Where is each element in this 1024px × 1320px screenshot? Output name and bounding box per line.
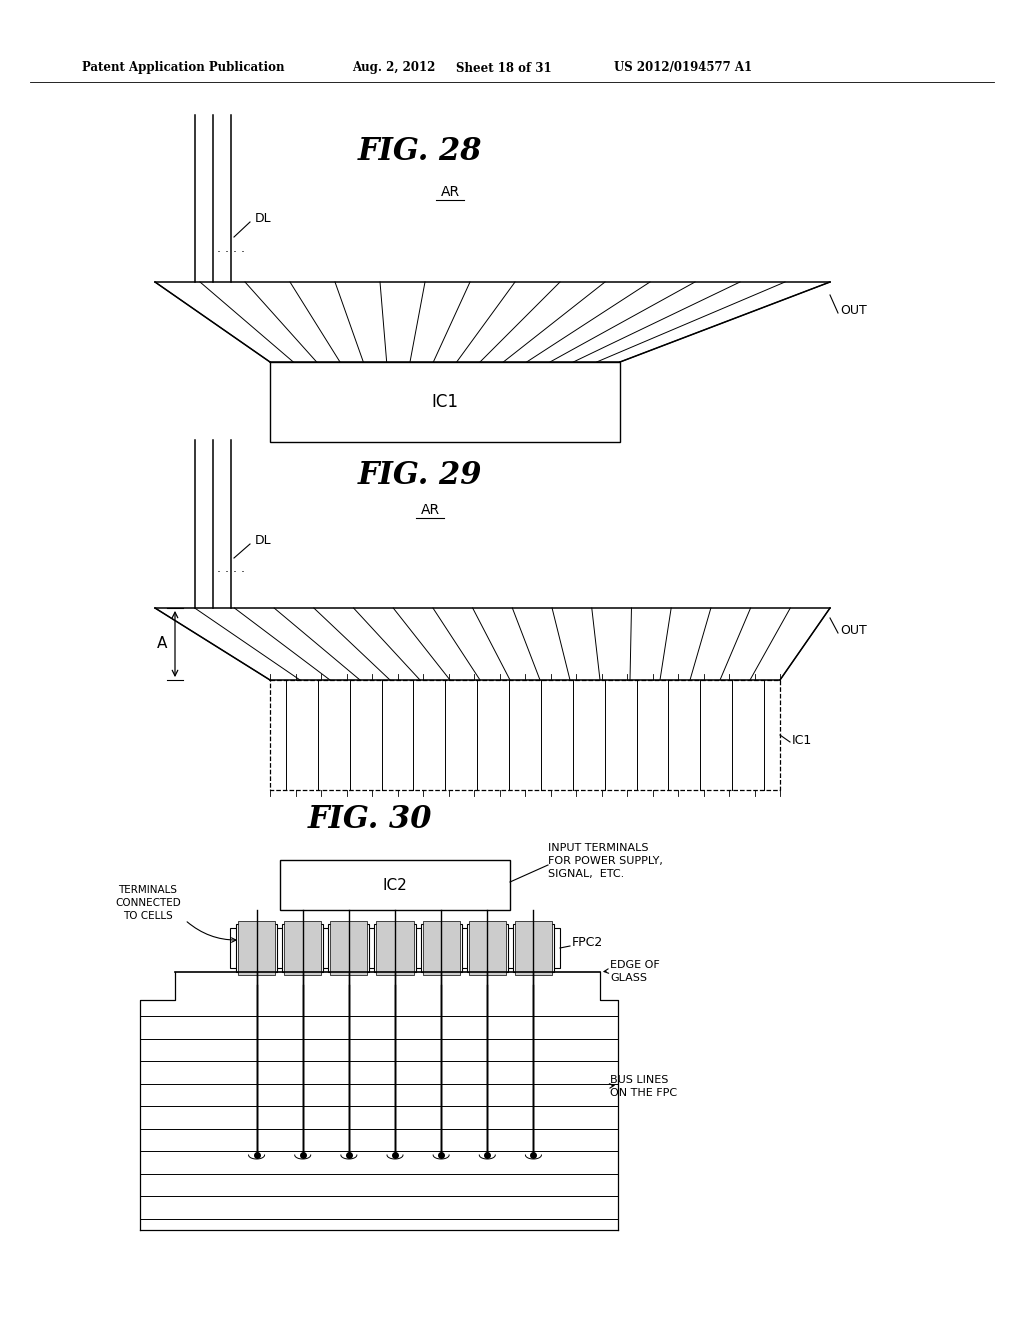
Bar	[513, 924, 554, 972]
Text: AR: AR	[440, 185, 460, 199]
Text: A: A	[157, 636, 167, 652]
Bar	[270, 680, 780, 789]
Bar	[515, 921, 552, 975]
Text: GLASS: GLASS	[610, 973, 647, 983]
Bar	[329, 924, 370, 972]
Text: DL: DL	[255, 533, 271, 546]
Text: INPUT TERMINALS: INPUT TERMINALS	[548, 843, 648, 853]
Text: SIGNAL,  ETC.: SIGNAL, ETC.	[548, 869, 625, 879]
Text: TO CELLS: TO CELLS	[123, 911, 173, 921]
Text: CONNECTED: CONNECTED	[115, 898, 181, 908]
Text: IC2: IC2	[383, 878, 408, 892]
Text: FIG. 28: FIG. 28	[357, 136, 482, 168]
Bar	[469, 921, 506, 975]
Bar	[238, 921, 275, 975]
Text: . . . .: . . . .	[217, 242, 245, 255]
Text: OUT: OUT	[840, 623, 866, 636]
Text: TERMINALS: TERMINALS	[119, 884, 177, 895]
Bar	[270, 362, 620, 442]
Text: FIG. 29: FIG. 29	[357, 459, 482, 491]
Bar	[375, 924, 416, 972]
Text: BUS LINES: BUS LINES	[610, 1074, 669, 1085]
Text: IC1: IC1	[431, 393, 459, 411]
Text: ON THE FPC: ON THE FPC	[610, 1088, 677, 1098]
Text: AR: AR	[421, 503, 439, 517]
Bar	[284, 921, 322, 975]
Text: DL: DL	[255, 211, 271, 224]
Text: FIG. 30: FIG. 30	[308, 804, 432, 836]
Text: EDGE OF: EDGE OF	[610, 960, 659, 970]
Bar	[283, 924, 324, 972]
Text: US 2012/0194577 A1: US 2012/0194577 A1	[614, 62, 752, 74]
Bar	[236, 924, 278, 972]
Bar	[280, 861, 510, 909]
Bar	[423, 921, 460, 975]
Text: FPC2: FPC2	[572, 936, 603, 949]
Text: Sheet 18 of 31: Sheet 18 of 31	[456, 62, 552, 74]
Bar	[230, 928, 560, 968]
Bar	[467, 924, 508, 972]
Text: . . . .: . . . .	[217, 561, 245, 574]
Bar	[421, 924, 462, 972]
Bar	[331, 921, 368, 975]
Text: FOR POWER SUPPLY,: FOR POWER SUPPLY,	[548, 855, 663, 866]
Text: Patent Application Publication: Patent Application Publication	[82, 62, 285, 74]
Text: OUT: OUT	[840, 304, 866, 317]
Bar	[377, 921, 414, 975]
Text: IC1: IC1	[792, 734, 812, 747]
Text: Aug. 2, 2012: Aug. 2, 2012	[352, 62, 435, 74]
